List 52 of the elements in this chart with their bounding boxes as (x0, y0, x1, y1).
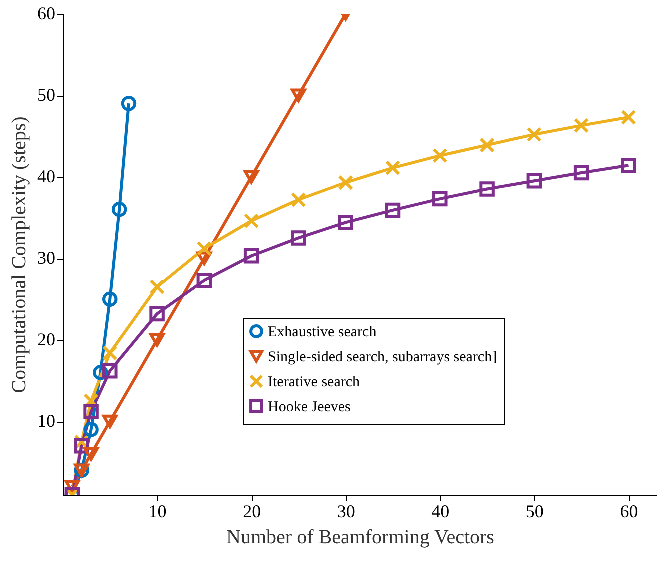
point (121, 96, 137, 112)
point (84, 447, 99, 462)
point (244, 248, 260, 264)
y-tick-label: 30 (38, 248, 56, 268)
legend-label: Iterative search (268, 374, 361, 390)
legend-label: Hooke Jeeves (268, 400, 352, 416)
x-tick-label: 60 (620, 502, 638, 522)
y-axis-title: Computational Complexity (steps) (8, 116, 30, 394)
point (338, 175, 354, 190)
point (338, 215, 354, 230)
point (150, 333, 165, 347)
x-tick-label: 20 (243, 502, 262, 522)
y-tick-label: 50 (38, 85, 56, 106)
point (385, 160, 401, 176)
point (480, 182, 495, 197)
point (150, 306, 165, 322)
point (244, 213, 260, 229)
y-tick-label: 10 (38, 411, 56, 432)
point (84, 422, 99, 438)
point (574, 165, 590, 181)
x-axis-title: Number of Beamforming Vectors (226, 526, 495, 548)
x-tick-label: 50 (526, 502, 544, 522)
point (102, 363, 118, 379)
point (432, 148, 448, 164)
y-tick-label: 60 (38, 4, 56, 24)
point (112, 202, 128, 218)
x-tick-label: 40 (432, 502, 450, 522)
point (291, 88, 306, 102)
point (196, 272, 212, 288)
y-tick-label: 20 (38, 330, 56, 350)
point (291, 230, 306, 246)
point (621, 110, 636, 126)
point (291, 192, 306, 208)
point (102, 346, 118, 361)
y-tick-label: 40 (38, 166, 56, 187)
point (102, 414, 118, 428)
point (432, 191, 448, 207)
x-tick-label: 30 (337, 502, 356, 522)
point (526, 127, 542, 142)
point (621, 158, 636, 174)
x-tick-label: 10 (148, 502, 167, 522)
point (244, 170, 260, 184)
point (526, 174, 542, 189)
point (196, 241, 212, 256)
legend-label: Single-sided search, subarrays search] (268, 350, 498, 366)
point (385, 202, 401, 218)
point (102, 292, 118, 307)
point (480, 138, 495, 153)
point (84, 404, 99, 420)
legend-label: Exhaustive search (268, 324, 378, 340)
point (574, 118, 590, 134)
point (150, 279, 165, 295)
